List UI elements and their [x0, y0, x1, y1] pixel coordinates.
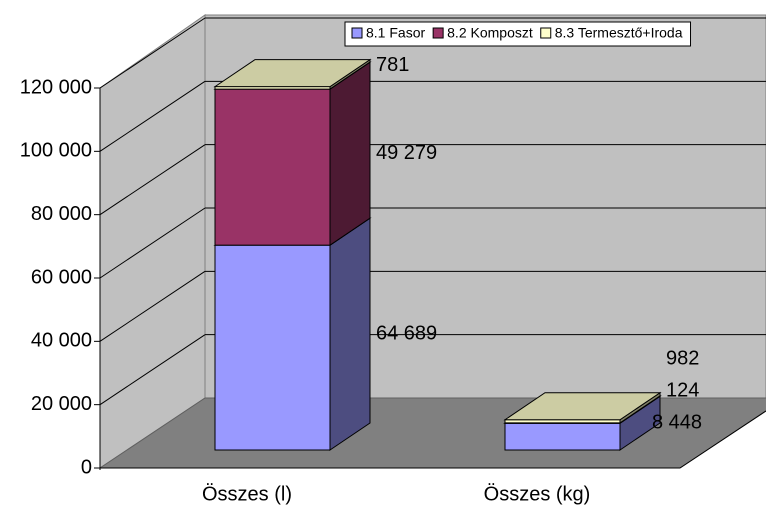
- y-tick-label: 120 000: [20, 76, 92, 98]
- legend-label: 8.2 Komposzt: [447, 25, 533, 41]
- legend: 8.1 Fasor 8.2 Komposzt 8.3 Termesztő+Iroda: [344, 21, 692, 47]
- value-label: 124: [666, 379, 699, 401]
- bar-side: [329, 61, 371, 247]
- y-tick-label: 20 000: [31, 393, 92, 415]
- grid-line: [99, 270, 206, 342]
- y-tick-label: 100 000: [20, 140, 92, 162]
- legend-label: 8.1 Fasor: [366, 25, 425, 41]
- y-tick-label: 60 000: [31, 266, 92, 288]
- y-tick-label: 40 000: [31, 330, 92, 352]
- grid-line: [99, 17, 206, 89]
- bar-top: [213, 59, 372, 88]
- x-tick-label: Összes (l): [202, 483, 292, 505]
- grid-line: [99, 144, 206, 216]
- grid-line: [99, 334, 206, 406]
- bar-front: [214, 88, 331, 246]
- bar-front: [214, 244, 331, 451]
- legend-box: [344, 21, 692, 47]
- bar-top: [503, 392, 662, 421]
- floor-edge: [679, 410, 766, 469]
- value-label: 64 689: [376, 322, 437, 344]
- bar-side: [329, 217, 371, 451]
- side-wall: [99, 14, 206, 469]
- grid-line: [99, 207, 206, 279]
- bar-front: [504, 422, 621, 451]
- value-label: 781: [376, 54, 409, 76]
- grid-line: [99, 80, 206, 152]
- legend-swatch: [432, 27, 444, 39]
- y-tick-label: 80 000: [31, 203, 92, 225]
- y-tick-label: 0: [81, 456, 92, 478]
- x-tick-label: Összes (kg): [484, 483, 591, 505]
- legend-swatch: [540, 27, 552, 39]
- value-label: 49 279: [376, 142, 437, 164]
- legend-swatch: [351, 27, 363, 39]
- value-label: 8 448: [652, 411, 702, 433]
- value-label: 982: [666, 347, 699, 369]
- legend-label: 8.3 Termesztő+Iroda: [555, 25, 683, 41]
